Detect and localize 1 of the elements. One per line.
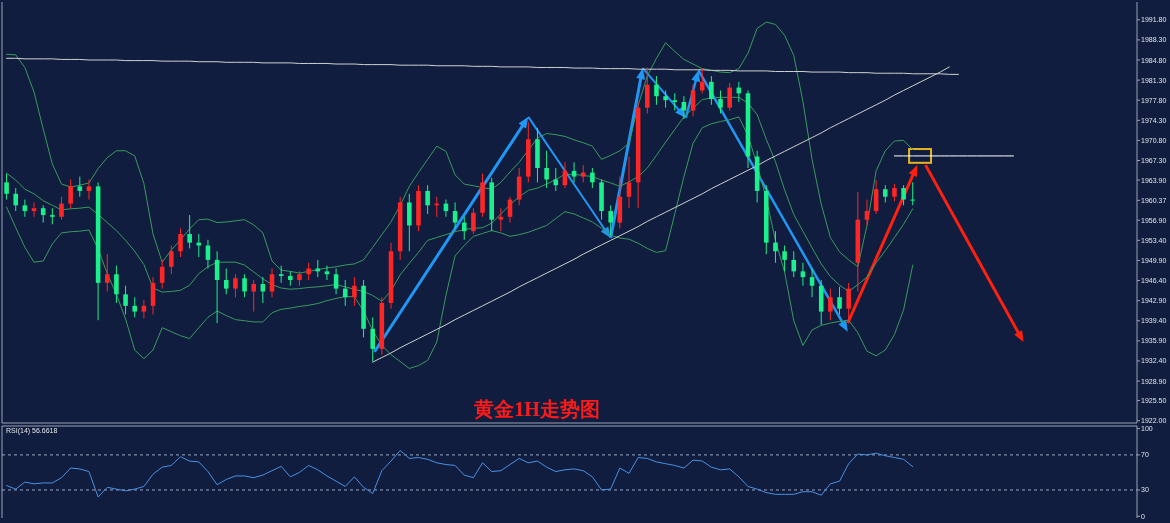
text: 黄金1H走势图: [473, 398, 600, 420]
